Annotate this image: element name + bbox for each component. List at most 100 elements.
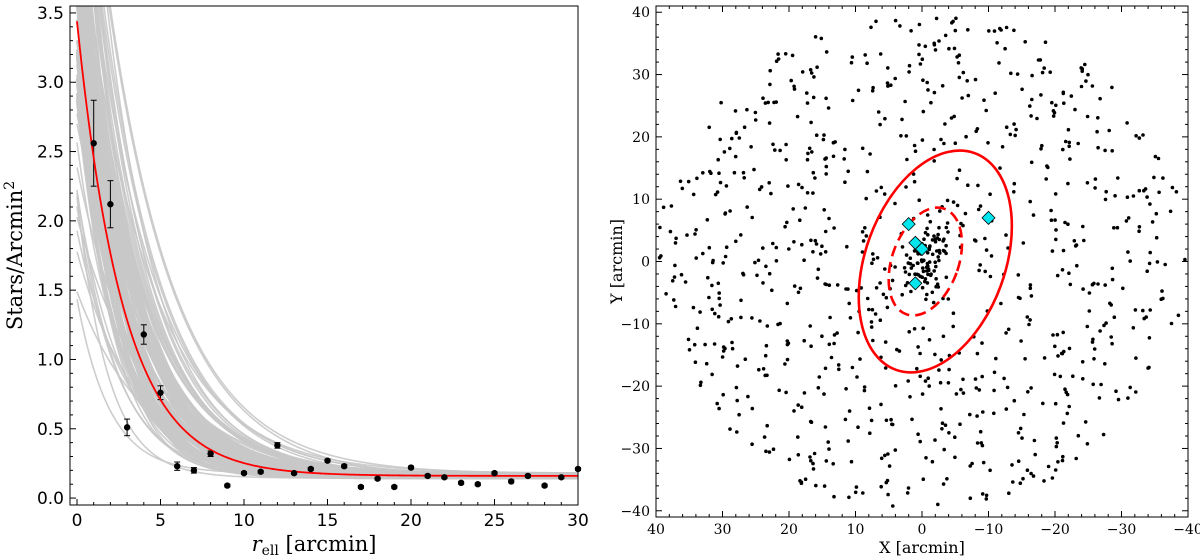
star xyxy=(680,186,685,191)
star xyxy=(1116,176,1120,180)
star xyxy=(1126,250,1130,254)
star xyxy=(951,311,956,316)
star xyxy=(889,83,893,87)
star xyxy=(953,455,957,460)
star xyxy=(945,198,950,203)
star xyxy=(796,182,801,187)
star xyxy=(983,236,987,241)
star xyxy=(909,29,913,33)
star xyxy=(762,435,767,439)
star xyxy=(761,246,765,250)
star xyxy=(799,480,804,485)
star xyxy=(1061,248,1066,253)
star xyxy=(884,418,889,423)
star xyxy=(1004,233,1008,237)
star xyxy=(1013,133,1017,138)
star xyxy=(1020,87,1024,92)
data-point xyxy=(424,472,431,480)
star xyxy=(710,283,714,288)
star xyxy=(707,295,711,300)
star xyxy=(723,254,728,259)
star xyxy=(724,245,729,249)
star xyxy=(1041,401,1045,406)
star xyxy=(970,461,974,466)
star xyxy=(818,252,823,256)
y-tick-label: 3.5 xyxy=(37,4,64,24)
star xyxy=(911,172,916,176)
data-point xyxy=(157,389,164,396)
star xyxy=(824,96,828,101)
star xyxy=(946,230,950,234)
star xyxy=(955,203,960,208)
star xyxy=(1062,101,1066,105)
data-point xyxy=(324,457,331,464)
star xyxy=(742,176,746,180)
star xyxy=(784,158,788,162)
star xyxy=(1137,136,1142,140)
star xyxy=(930,459,935,464)
star xyxy=(785,357,790,362)
star xyxy=(1134,390,1138,394)
star xyxy=(811,95,816,100)
star xyxy=(932,41,936,46)
left-y-axis-label-main: Stars/Arcmin xyxy=(3,190,27,330)
star xyxy=(977,268,981,273)
star xyxy=(829,355,834,360)
star xyxy=(1032,438,1037,443)
star xyxy=(1042,66,1046,70)
star xyxy=(1061,330,1065,335)
star xyxy=(1133,308,1138,312)
star xyxy=(926,268,931,273)
star xyxy=(824,172,828,176)
star xyxy=(867,307,871,312)
star xyxy=(941,482,946,486)
star xyxy=(756,258,761,263)
star xyxy=(1107,128,1111,133)
star xyxy=(658,225,662,230)
star xyxy=(796,290,801,295)
star xyxy=(694,256,698,260)
star xyxy=(878,122,882,127)
star xyxy=(785,339,790,343)
star xyxy=(1055,332,1060,337)
star xyxy=(856,88,861,93)
star xyxy=(752,167,756,172)
star xyxy=(1083,62,1087,67)
star xyxy=(903,99,907,104)
star xyxy=(921,326,925,331)
star xyxy=(945,477,949,481)
data-point xyxy=(90,140,97,147)
star xyxy=(1016,459,1021,464)
star xyxy=(1109,335,1113,339)
star xyxy=(961,70,966,75)
star xyxy=(718,137,722,142)
star xyxy=(921,109,926,114)
star xyxy=(765,324,770,328)
star xyxy=(1141,308,1145,313)
star xyxy=(732,170,737,175)
star xyxy=(944,225,949,230)
star xyxy=(821,137,826,142)
star xyxy=(755,273,759,278)
star xyxy=(918,439,922,444)
star xyxy=(975,414,979,418)
star xyxy=(723,211,728,215)
star xyxy=(1021,241,1026,245)
star xyxy=(820,334,824,339)
star xyxy=(1055,273,1060,278)
star xyxy=(1102,323,1106,328)
star xyxy=(899,134,903,138)
star xyxy=(1159,297,1163,302)
star xyxy=(836,363,841,367)
star xyxy=(865,61,869,65)
star xyxy=(937,258,941,263)
star xyxy=(1056,354,1060,358)
star xyxy=(672,298,676,302)
star xyxy=(1098,96,1102,101)
star xyxy=(944,243,948,248)
y-tick-label: 20 xyxy=(632,130,650,146)
star xyxy=(1030,97,1034,102)
star xyxy=(981,410,985,414)
star xyxy=(864,234,869,238)
star xyxy=(1022,412,1026,417)
